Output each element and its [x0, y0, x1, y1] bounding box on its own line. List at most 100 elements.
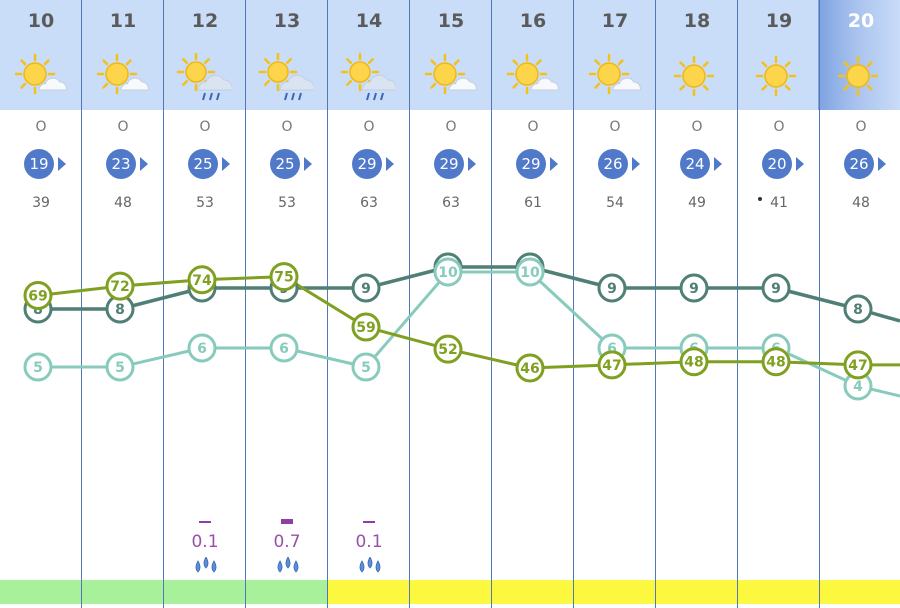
day-number[interactable]: 17 [601, 10, 629, 32]
column-separator [409, 0, 410, 608]
day-column: 19 O 20 41 [738, 0, 820, 608]
dark-series-point: 9 [679, 273, 709, 303]
day-column: 17 O 26 54 [574, 0, 656, 608]
wind-direction: O [609, 119, 621, 135]
wind-arrow-icon [714, 157, 722, 171]
condition-band [492, 580, 573, 604]
wind-gust: 61 [524, 195, 542, 211]
wind-gust: 39 [32, 195, 50, 211]
wind-speed-badge: 23 [106, 149, 136, 179]
green-series-point: 74 [187, 265, 217, 295]
dark-series-point: 9 [761, 273, 791, 303]
day-number[interactable]: 18 [683, 10, 711, 32]
green-series-label: 74 [192, 273, 212, 289]
day-number[interactable]: 20 [847, 10, 875, 32]
day-column: 13 O 25 53 0.7 [246, 0, 328, 608]
dark-series-label: 8 [853, 302, 863, 318]
wind-speed-badge: 29 [434, 149, 464, 179]
wind-direction: O [281, 119, 293, 135]
precipitation-amount: 0.7 [273, 532, 301, 552]
wind-direction: O [117, 119, 129, 135]
day-column: 16 O 29 61 [492, 0, 574, 608]
light-series-point: 6 [269, 333, 299, 363]
sun-icon [832, 50, 888, 106]
column-separator [819, 0, 820, 608]
wind-speed-badge: 19 [24, 149, 54, 179]
day-column: 12 O 25 53 0.1 [164, 0, 246, 608]
green-series-point: 52 [433, 334, 463, 364]
green-series-label: 48 [684, 355, 703, 371]
column-separator [655, 0, 656, 608]
wind-arrow-icon [550, 157, 558, 171]
day-number[interactable]: 19 [765, 10, 793, 32]
dark-series-label: 9 [771, 281, 781, 297]
column-separator [163, 0, 164, 608]
wind-direction: O [691, 119, 703, 135]
dark-series-label: 9 [361, 281, 371, 297]
day-number[interactable]: 14 [355, 10, 383, 32]
wind-direction: O [363, 119, 375, 135]
wind-arrow-icon [878, 157, 886, 171]
light-series-point: 10 [515, 257, 545, 287]
wind-speed-badge: 29 [352, 149, 382, 179]
wind-speed-badge: 26 [844, 149, 874, 179]
sun-cloud-icon [586, 50, 642, 106]
wind-arrow-icon [304, 157, 312, 171]
sun-icon [668, 50, 724, 106]
day-number[interactable]: 12 [191, 10, 219, 32]
day-number[interactable]: 10 [27, 10, 55, 32]
wind-speed-badge: 25 [270, 149, 300, 179]
light-series-label: 5 [115, 360, 125, 376]
precipitation-bar [363, 521, 375, 523]
wind-gust: 63 [442, 195, 460, 211]
day-column: 10 O 19 39 [0, 0, 82, 608]
light-series-label: 4 [853, 379, 863, 395]
wind-arrow-icon [140, 157, 148, 171]
condition-band [656, 580, 737, 604]
column-separator [245, 0, 246, 608]
condition-band [574, 580, 655, 604]
column-separator [737, 0, 738, 608]
green-series-point: 47 [843, 350, 873, 380]
precipitation-amount: 0.1 [191, 532, 219, 552]
green-series-label: 48 [766, 355, 785, 371]
green-series-point: 75 [269, 262, 299, 292]
day-number[interactable]: 15 [437, 10, 465, 32]
green-series-point: 69 [23, 281, 53, 311]
light-series-point: 5 [351, 352, 381, 382]
light-series-label: 10 [520, 265, 540, 281]
condition-band [164, 580, 245, 604]
green-series-point: 46 [515, 353, 545, 383]
condition-band [0, 580, 81, 604]
rain-drops-icon [275, 556, 301, 577]
day-number[interactable]: 11 [109, 10, 137, 32]
column-separator [81, 0, 82, 608]
wind-speed-badge: 24 [680, 149, 710, 179]
condition-band [246, 580, 327, 604]
wind-direction: O [445, 119, 457, 135]
dark-series-label: 8 [115, 302, 125, 318]
day-column: 11 O 23 48 [82, 0, 164, 608]
green-series-point: 72 [105, 271, 135, 301]
green-series-point: 48 [761, 347, 791, 377]
dark-series-point: 9 [351, 273, 381, 303]
wind-gust: 41 [770, 195, 788, 211]
day-number[interactable]: 16 [519, 10, 547, 32]
day-column: 20 O 26 48 [820, 0, 900, 608]
condition-band [410, 580, 491, 604]
wind-arrow-icon [386, 157, 394, 171]
light-series-point: 6 [187, 333, 217, 363]
green-series-label: 69 [28, 289, 47, 305]
light-series-label: 6 [607, 341, 617, 357]
wind-gust: 48 [114, 195, 132, 211]
green-series-point: 59 [351, 312, 381, 342]
wind-gust: 49 [688, 195, 706, 211]
wind-arrow-icon [222, 157, 230, 171]
day-number[interactable]: 13 [273, 10, 301, 32]
light-series-point: 5 [105, 352, 135, 382]
sun-cloud-icon [422, 50, 478, 106]
light-series-point: 5 [23, 352, 53, 382]
light-series-point: 10 [433, 257, 463, 287]
condition-band [328, 580, 409, 604]
